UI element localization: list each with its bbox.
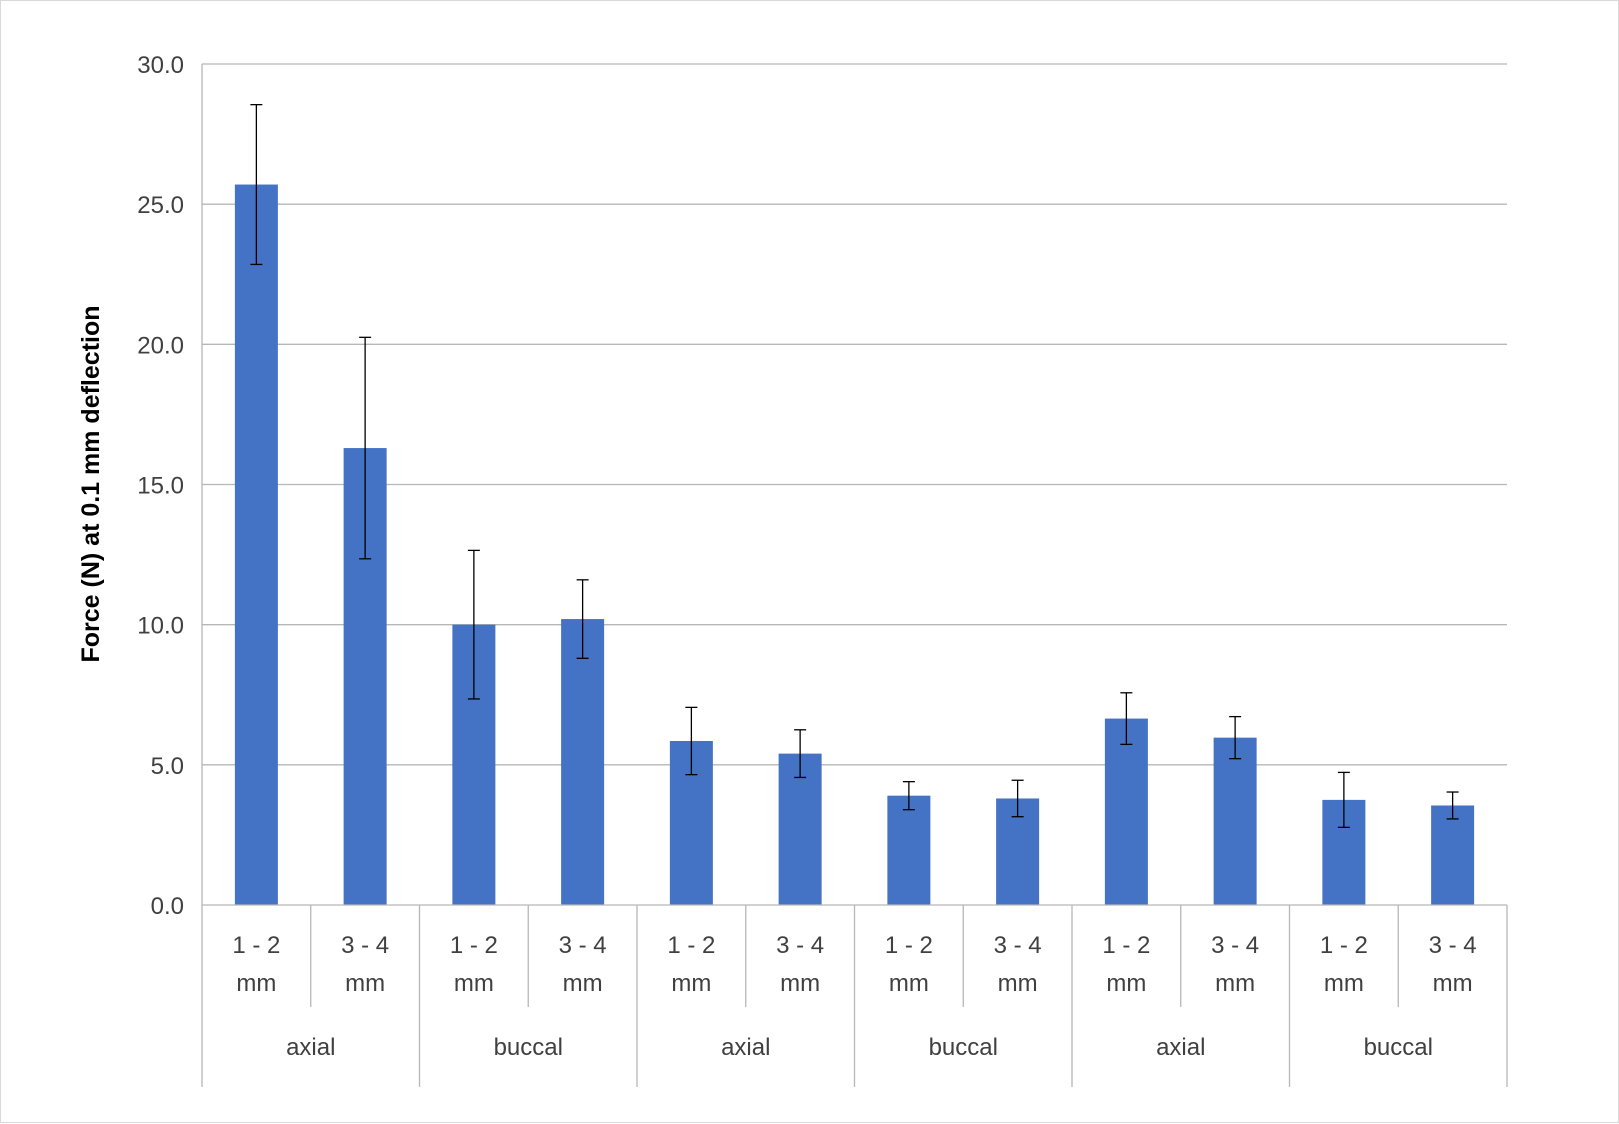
bar-6 — [887, 795, 931, 905]
bar-0 — [234, 184, 278, 905]
bar-3 — [561, 619, 605, 905]
error-bar-10 — [1337, 771, 1350, 828]
category-label-10-line-1: mm — [1324, 970, 1364, 997]
y-axis-label: Force (N) at 0.1 mm deflection — [77, 305, 105, 662]
category-label-6-line-1: mm — [889, 970, 929, 997]
category-label-1-line-1: mm — [345, 970, 385, 997]
error-bar-11 — [1446, 791, 1459, 820]
category-label-9-line-1: mm — [1215, 970, 1255, 997]
bar-9 — [1213, 737, 1257, 905]
gridlines — [202, 63, 1507, 766]
error-bar-2 — [467, 549, 480, 700]
error-bar-5 — [794, 729, 807, 779]
category-label-0-line-0: 1 - 2 — [232, 932, 280, 959]
category-label-10-line-0: 1 - 2 — [1320, 932, 1368, 959]
y-tick-label-0: 0.0 — [151, 893, 184, 920]
group-label-0: axial — [286, 1034, 335, 1061]
y-tick-label-6: 30.0 — [137, 52, 184, 79]
category-label-1-line-0: 3 - 4 — [341, 932, 389, 959]
category-label-4-line-0: 1 - 2 — [667, 932, 715, 959]
error-bar-6 — [902, 781, 915, 811]
x-axis-categories: 1 - 2 mm 3 - 4 mm 1 - 2 mm 3 - 4 mm 1 - 2 mm 3 - 4… — [232, 932, 1476, 1061]
error-bar-9 — [1229, 715, 1242, 760]
axes — [201, 64, 1508, 1087]
category-label-3-line-1: mm — [563, 970, 603, 997]
group-label-1: buccal — [494, 1034, 563, 1061]
y-tick-label-1: 5.0 — [151, 753, 184, 780]
category-label-7-line-1: mm — [998, 970, 1038, 997]
category-label-11-line-0: 3 - 4 — [1429, 932, 1477, 959]
bar-11 — [1431, 805, 1475, 905]
category-label-6-line-0: 1 - 2 — [885, 932, 933, 959]
category-label-7-line-0: 3 - 4 — [994, 932, 1042, 959]
category-label-9-line-0: 3 - 4 — [1211, 932, 1259, 959]
y-tick-label-2: 10.0 — [137, 613, 184, 640]
error-bar-0 — [250, 103, 263, 266]
error-bar-1 — [359, 336, 372, 560]
y-tick-label-4: 20.0 — [137, 332, 184, 359]
category-label-0-line-1: mm — [236, 970, 276, 997]
y-axis-ticks: 0.0 5.0 10.0 15.0 20.0 25.0 30.0 — [137, 52, 184, 920]
group-label-5: buccal — [1364, 1034, 1433, 1061]
error-bar-8 — [1120, 692, 1133, 746]
category-label-2-line-1: mm — [454, 970, 494, 997]
bars — [234, 184, 1475, 905]
group-label-4: axial — [1156, 1034, 1205, 1061]
category-label-8-line-0: 1 - 2 — [1102, 932, 1150, 959]
error-bars — [250, 103, 1459, 828]
category-label-11-line-1: mm — [1433, 970, 1473, 997]
error-bar-3 — [576, 579, 589, 659]
group-label-3: buccal — [929, 1034, 998, 1061]
group-label-2: axial — [721, 1034, 770, 1061]
category-label-5-line-1: mm — [780, 970, 820, 997]
y-tick-label-3: 15.0 — [137, 473, 184, 500]
category-label-4-line-1: mm — [671, 970, 711, 997]
category-label-5-line-0: 3 - 4 — [776, 932, 824, 959]
error-bar-7 — [1011, 779, 1024, 818]
category-label-8-line-1: mm — [1106, 970, 1146, 997]
bar-5 — [778, 753, 822, 905]
bar-8 — [1104, 718, 1148, 905]
category-label-3-line-0: 3 - 4 — [559, 932, 607, 959]
y-tick-label-5: 25.0 — [137, 192, 184, 219]
category-label-2-line-0: 1 - 2 — [450, 932, 498, 959]
error-bar-4 — [685, 706, 698, 776]
